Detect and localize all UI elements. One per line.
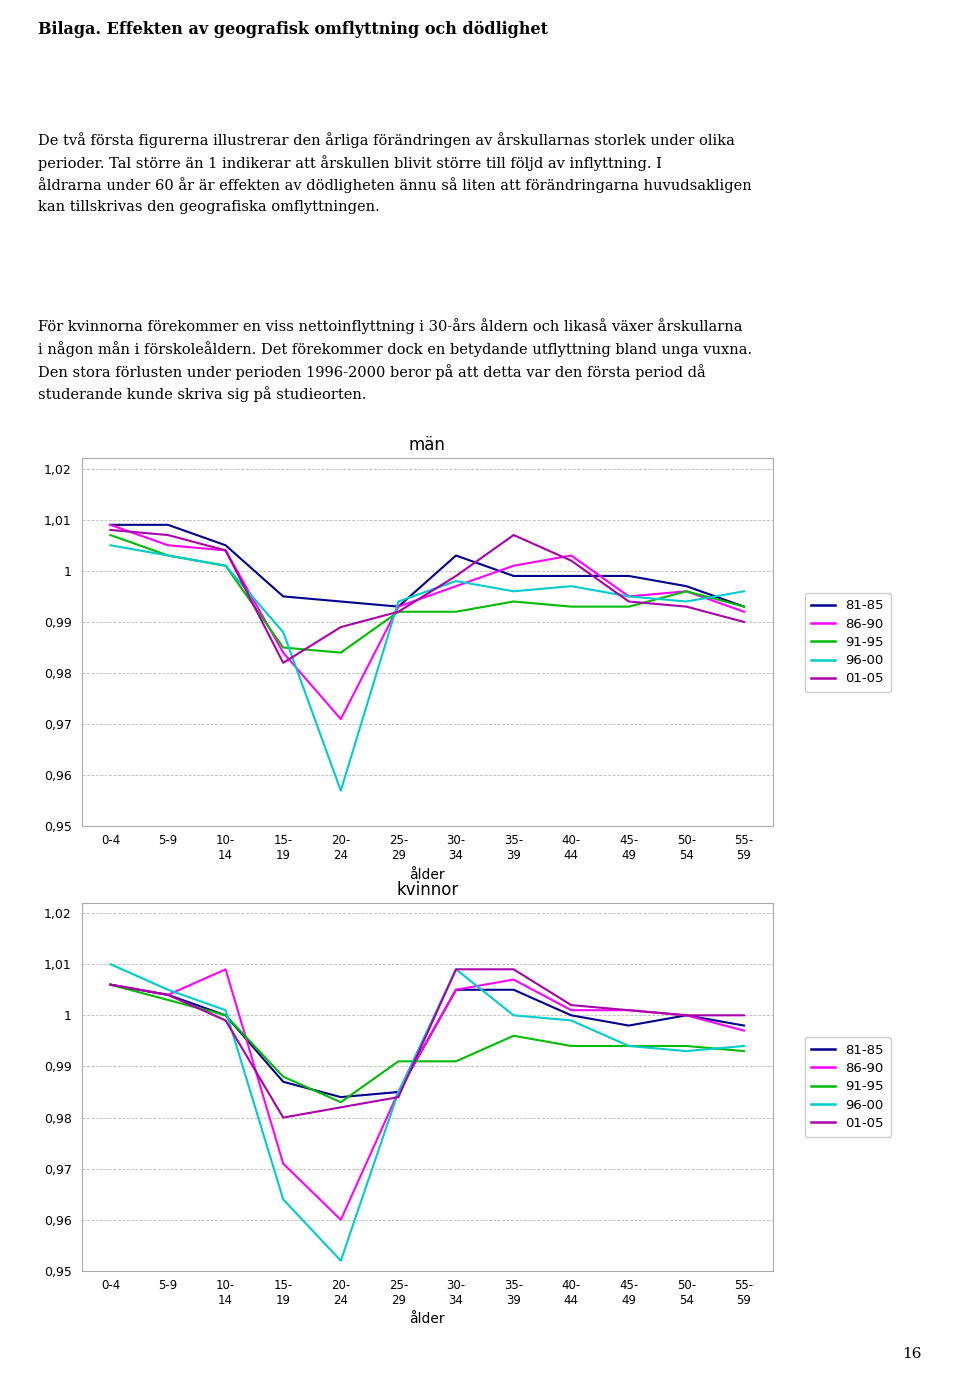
Legend: 81-85, 86-90, 91-95, 96-00, 01-05: 81-85, 86-90, 91-95, 96-00, 01-05 [804,1038,891,1136]
Title: kvinnor: kvinnor [396,881,458,899]
X-axis label: ålder: ålder [409,868,445,882]
Text: För kvinnorna förekommer en viss nettoinflyttning i 30-års åldern och likaså väx: För kvinnorna förekommer en viss nettoin… [38,318,753,403]
Legend: 81-85, 86-90, 91-95, 96-00, 01-05: 81-85, 86-90, 91-95, 96-00, 01-05 [804,593,891,692]
Text: Bilaga. Effekten av geografisk omflyttning och dödlighet: Bilaga. Effekten av geografisk omflyttni… [38,21,548,38]
Text: 16: 16 [902,1347,922,1361]
X-axis label: ålder: ålder [409,1313,445,1326]
Text: De två första figurerna illustrerar den årliga förändringen av årskullarnas stor: De två första figurerna illustrerar den … [38,132,752,214]
Title: män: män [409,436,445,454]
